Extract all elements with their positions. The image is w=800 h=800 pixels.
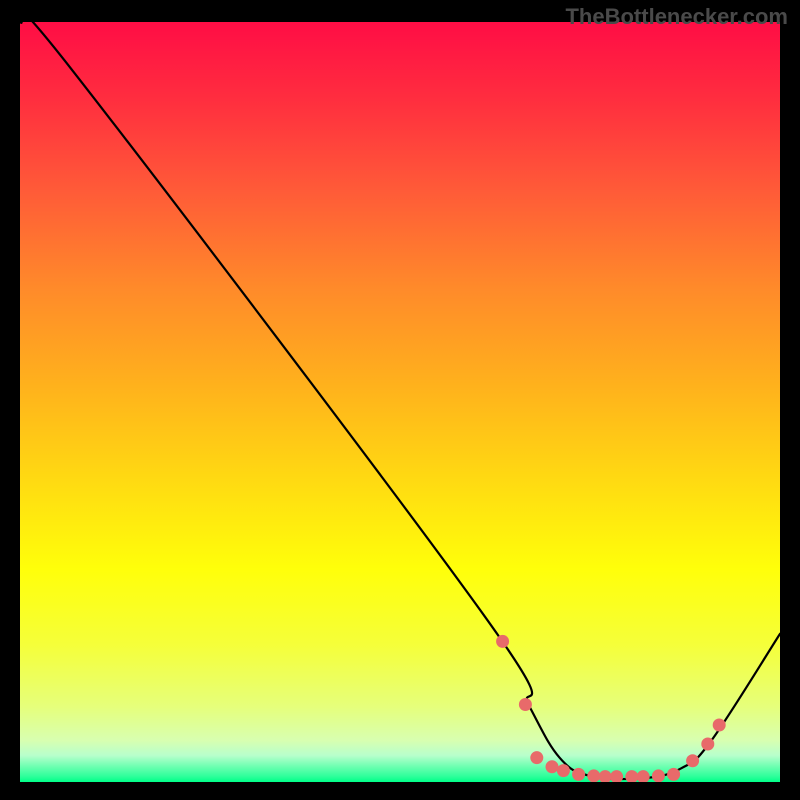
gradient-background xyxy=(20,22,780,782)
data-marker xyxy=(557,764,570,777)
data-marker xyxy=(667,768,680,781)
data-marker xyxy=(652,769,665,782)
data-marker xyxy=(572,768,585,781)
data-marker xyxy=(496,635,509,648)
data-marker xyxy=(519,698,532,711)
chart-area xyxy=(20,22,780,782)
data-marker xyxy=(686,754,699,767)
chart-svg xyxy=(20,22,780,782)
data-marker xyxy=(546,760,559,773)
data-marker xyxy=(701,738,714,751)
data-marker xyxy=(713,719,726,732)
data-marker xyxy=(530,751,543,764)
watermark-text: TheBottlenecker.com xyxy=(565,4,788,30)
data-marker xyxy=(587,769,600,782)
